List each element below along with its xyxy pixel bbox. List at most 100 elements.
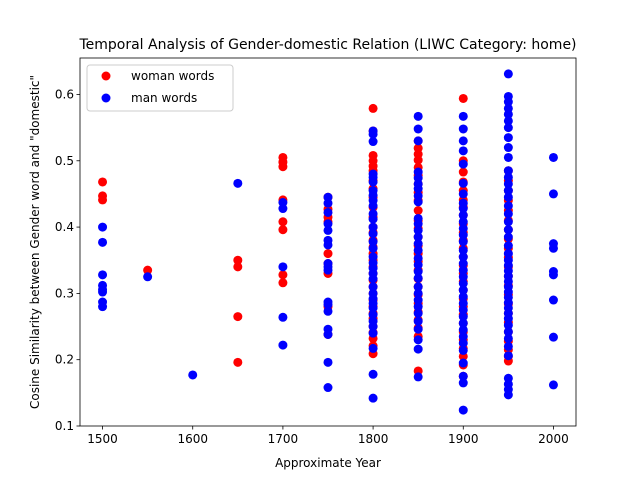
point-man-words-78 [413,232,423,242]
point-man-words-67 [413,124,423,134]
point-man-words-173 [548,189,558,199]
point-man-words-105 [458,217,468,227]
point-man-words-108 [458,237,468,247]
point-woman-words-59 [413,155,423,165]
y-tick-label-0.6: 0.6 [55,87,74,101]
x-tick-label-1600: 1600 [177,432,208,446]
point-man-words-79 [413,239,423,249]
point-woman-words-25 [368,103,378,113]
point-woman-words-4 [233,255,243,265]
point-man-words-131 [503,97,513,107]
point-man-words-149 [503,241,513,251]
point-man-words-124 [458,345,468,355]
point-man-words-162 [503,314,513,324]
point-woman-words-12 [278,217,288,227]
point-man-words-138 [503,152,513,162]
point-man-words-47 [368,237,378,247]
point-man-words-80 [413,245,423,255]
point-man-words-63 [368,343,378,353]
point-man-words-139 [503,166,513,176]
point-man-words-46 [368,229,378,239]
point-woman-words-14 [278,270,288,280]
legend-label-woman-words: woman words [131,69,214,83]
y-axis-label: Cosine Similarity between Gender word an… [28,75,42,409]
point-man-words-135 [503,123,513,133]
point-man-words-120 [458,318,468,328]
point-man-words-100 [458,178,468,188]
plot-border [79,57,577,427]
point-woman-words-84 [458,167,468,177]
point-man-words-92 [413,335,423,345]
point-man-words-101 [458,189,468,199]
point-man-words-137 [503,143,513,153]
legend: woman words man words [86,64,234,112]
point-man-words-72 [413,184,423,194]
point-man-words-126 [458,371,468,381]
point-man-words-140 [503,172,513,182]
point-man-words-117 [458,298,468,308]
point-man-words-88 [413,302,423,312]
point-man-words-148 [503,232,513,242]
point-man-words-42 [368,201,378,211]
point-man-words-14 [278,312,288,322]
x-tick-label-1700: 1700 [268,432,299,446]
point-man-words-25 [323,265,333,275]
point-man-words-68 [413,136,423,146]
point-man-words-5 [98,287,108,297]
point-man-words-66 [413,111,423,121]
point-man-words-112 [458,265,468,275]
point-man-words-65 [368,393,378,403]
y-tick-label-0.1: 0.1 [55,419,74,433]
point-man-words-142 [503,186,513,196]
point-man-words-18 [323,207,333,217]
point-woman-words-82 [458,93,468,103]
x-axis-label: Approximate Year [275,456,381,470]
legend-marker-woman-words [101,71,111,81]
point-man-words-180 [548,380,558,390]
point-man-words-119 [458,312,468,322]
point-man-words-118 [458,305,468,315]
point-man-words-31 [323,357,333,367]
point-man-words-7 [98,302,108,312]
point-man-words-82 [413,260,423,270]
legend-marker-man-words [101,93,111,103]
point-man-words-106 [458,223,468,233]
point-man-words-116 [458,292,468,302]
point-woman-words-20 [323,249,333,259]
point-man-words-58 [368,303,378,313]
point-man-words-166 [503,341,513,351]
point-man-words-15 [278,340,288,350]
point-man-words-83 [413,267,423,277]
point-man-words-85 [413,282,423,292]
point-man-words-2 [98,270,108,280]
point-man-words-144 [503,201,513,211]
point-man-words-163 [503,320,513,330]
point-man-words-34 [368,129,378,139]
point-man-words-141 [503,179,513,189]
point-man-words-127 [458,378,468,388]
point-man-words-104 [458,210,468,220]
point-woman-words-13 [278,225,288,235]
y-tick-label-0.5: 0.5 [55,154,74,168]
point-man-words-111 [458,259,468,269]
x-tick-label-1900: 1900 [448,432,479,446]
point-man-words-129 [503,69,513,79]
point-man-words-27 [323,300,333,310]
x-tick-label-1800: 1800 [358,432,389,446]
point-man-words-59 [368,310,378,320]
point-man-words-54 [368,282,378,292]
point-man-words-28 [323,306,333,316]
point-man-words-109 [458,245,468,255]
point-man-words-48 [368,243,378,253]
point-man-words-110 [458,252,468,262]
point-man-words-91 [413,324,423,334]
point-woman-words-6 [233,312,243,322]
point-man-words-13 [278,262,288,272]
y-tick-label-0.3: 0.3 [55,286,74,300]
point-man-words-121 [458,325,468,335]
point-man-words-53 [368,274,378,284]
point-man-words-86 [413,288,423,298]
point-man-words-133 [503,109,513,119]
point-woman-words-7 [233,357,243,367]
point-man-words-20 [323,225,333,235]
